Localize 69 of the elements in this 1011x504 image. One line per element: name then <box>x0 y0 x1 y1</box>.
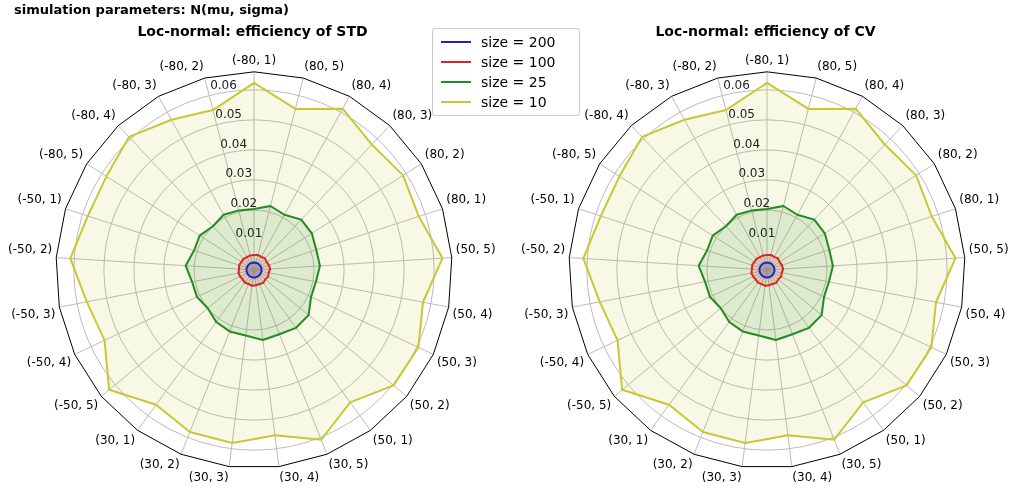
chart-title: Loc-normal: efficiency of CV <box>655 23 876 40</box>
spoke-label: (-80, 3) <box>625 77 670 92</box>
y-tick-label: 0.03 <box>738 166 766 181</box>
spoke-label: (80, 4) <box>864 77 905 92</box>
spoke-label: (50, 1) <box>372 432 413 447</box>
spoke-label: (30, 1) <box>95 432 136 447</box>
spoke-label: (-50, 4) <box>539 355 585 370</box>
spoke-label: (-50, 5) <box>566 398 612 413</box>
spoke-label: (-50, 5) <box>53 398 99 413</box>
spoke-label: (80, 5) <box>304 59 345 74</box>
legend-label: size = 25 <box>481 74 547 90</box>
spoke-label: (80, 5) <box>817 59 858 74</box>
spoke-label: (50, 2) <box>409 398 450 413</box>
chart-title: Loc-normal: efficiency of STD <box>137 23 368 40</box>
spoke-label: (-80, 5) <box>552 146 597 161</box>
spoke-label: (80, 3) <box>905 107 946 122</box>
spoke-label: (-80, 4) <box>71 107 116 122</box>
spoke-label: (-50, 3) <box>524 307 569 322</box>
y-tick-label: 0.06 <box>210 77 237 92</box>
legend-label: size = 100 <box>481 54 556 70</box>
spoke-label: (30, 3) <box>188 469 229 484</box>
y-tick-label: 0.01 <box>748 225 776 240</box>
spoke-label: (30, 3) <box>701 469 742 484</box>
spoke-label: (-80, 2) <box>159 59 204 74</box>
spoke-label: (30, 4) <box>792 469 833 484</box>
y-tick-label: 0.02 <box>230 195 258 210</box>
spoke-label: (80, 2) <box>937 146 978 161</box>
spoke-label: (50, 1) <box>885 432 926 447</box>
spoke-label: (80, 1) <box>446 192 487 207</box>
spoke-label: (50, 5) <box>968 242 1009 257</box>
spoke-label: (-50, 2) <box>7 242 53 257</box>
spoke-label: (-80, 2) <box>672 59 717 74</box>
y-tick-label: 0.04 <box>220 136 248 151</box>
spoke-label: (30, 5) <box>328 457 369 472</box>
spoke-label: (-80, 1) <box>744 52 790 67</box>
spoke-label: (50, 4) <box>965 307 1006 322</box>
spoke-label: (30, 2) <box>139 457 180 472</box>
spoke-label: (50, 5) <box>455 242 496 257</box>
text: simulation parameters: N(mu, sigma) <box>14 2 289 17</box>
legend-label: size = 10 <box>481 94 547 110</box>
spoke-label: (30, 4) <box>279 469 320 484</box>
spoke-label: (80, 2) <box>424 146 465 161</box>
spoke-label: (-80, 5) <box>39 146 84 161</box>
spoke-label: (30, 5) <box>841 457 882 472</box>
y-tick-label: 0.04 <box>733 136 761 151</box>
spoke-label: (80, 1) <box>959 192 1000 207</box>
y-tick-label: 0.06 <box>723 77 750 92</box>
spoke-label: (-80, 1) <box>231 52 277 67</box>
spoke-label: (80, 4) <box>351 77 392 92</box>
y-tick-label: 0.01 <box>235 225 263 240</box>
y-tick-label: 0.05 <box>728 107 755 122</box>
y-tick-label: 0.03 <box>225 166 253 181</box>
spoke-label: (-80, 4) <box>584 107 629 122</box>
spoke-label: (50, 4) <box>452 307 493 322</box>
legend-label: size = 200 <box>481 34 556 50</box>
spoke-label: (-50, 2) <box>520 242 566 257</box>
spoke-label: (50, 3) <box>436 355 477 370</box>
spoke-label: (30, 1) <box>608 432 649 447</box>
spoke-label: (-50, 1) <box>17 192 62 207</box>
spoke-label: (-80, 3) <box>112 77 157 92</box>
spoke-label: (-50, 1) <box>530 192 575 207</box>
y-tick-label: 0.05 <box>215 107 242 122</box>
y-tick-label: 0.02 <box>743 195 771 210</box>
spoke-label: (50, 2) <box>922 398 963 413</box>
spoke-label: (30, 2) <box>652 457 693 472</box>
spoke-label: (80, 3) <box>392 107 433 122</box>
spoke-label: (-50, 4) <box>26 355 72 370</box>
spoke-label: (50, 3) <box>949 355 990 370</box>
spoke-label: (-50, 3) <box>11 307 56 322</box>
